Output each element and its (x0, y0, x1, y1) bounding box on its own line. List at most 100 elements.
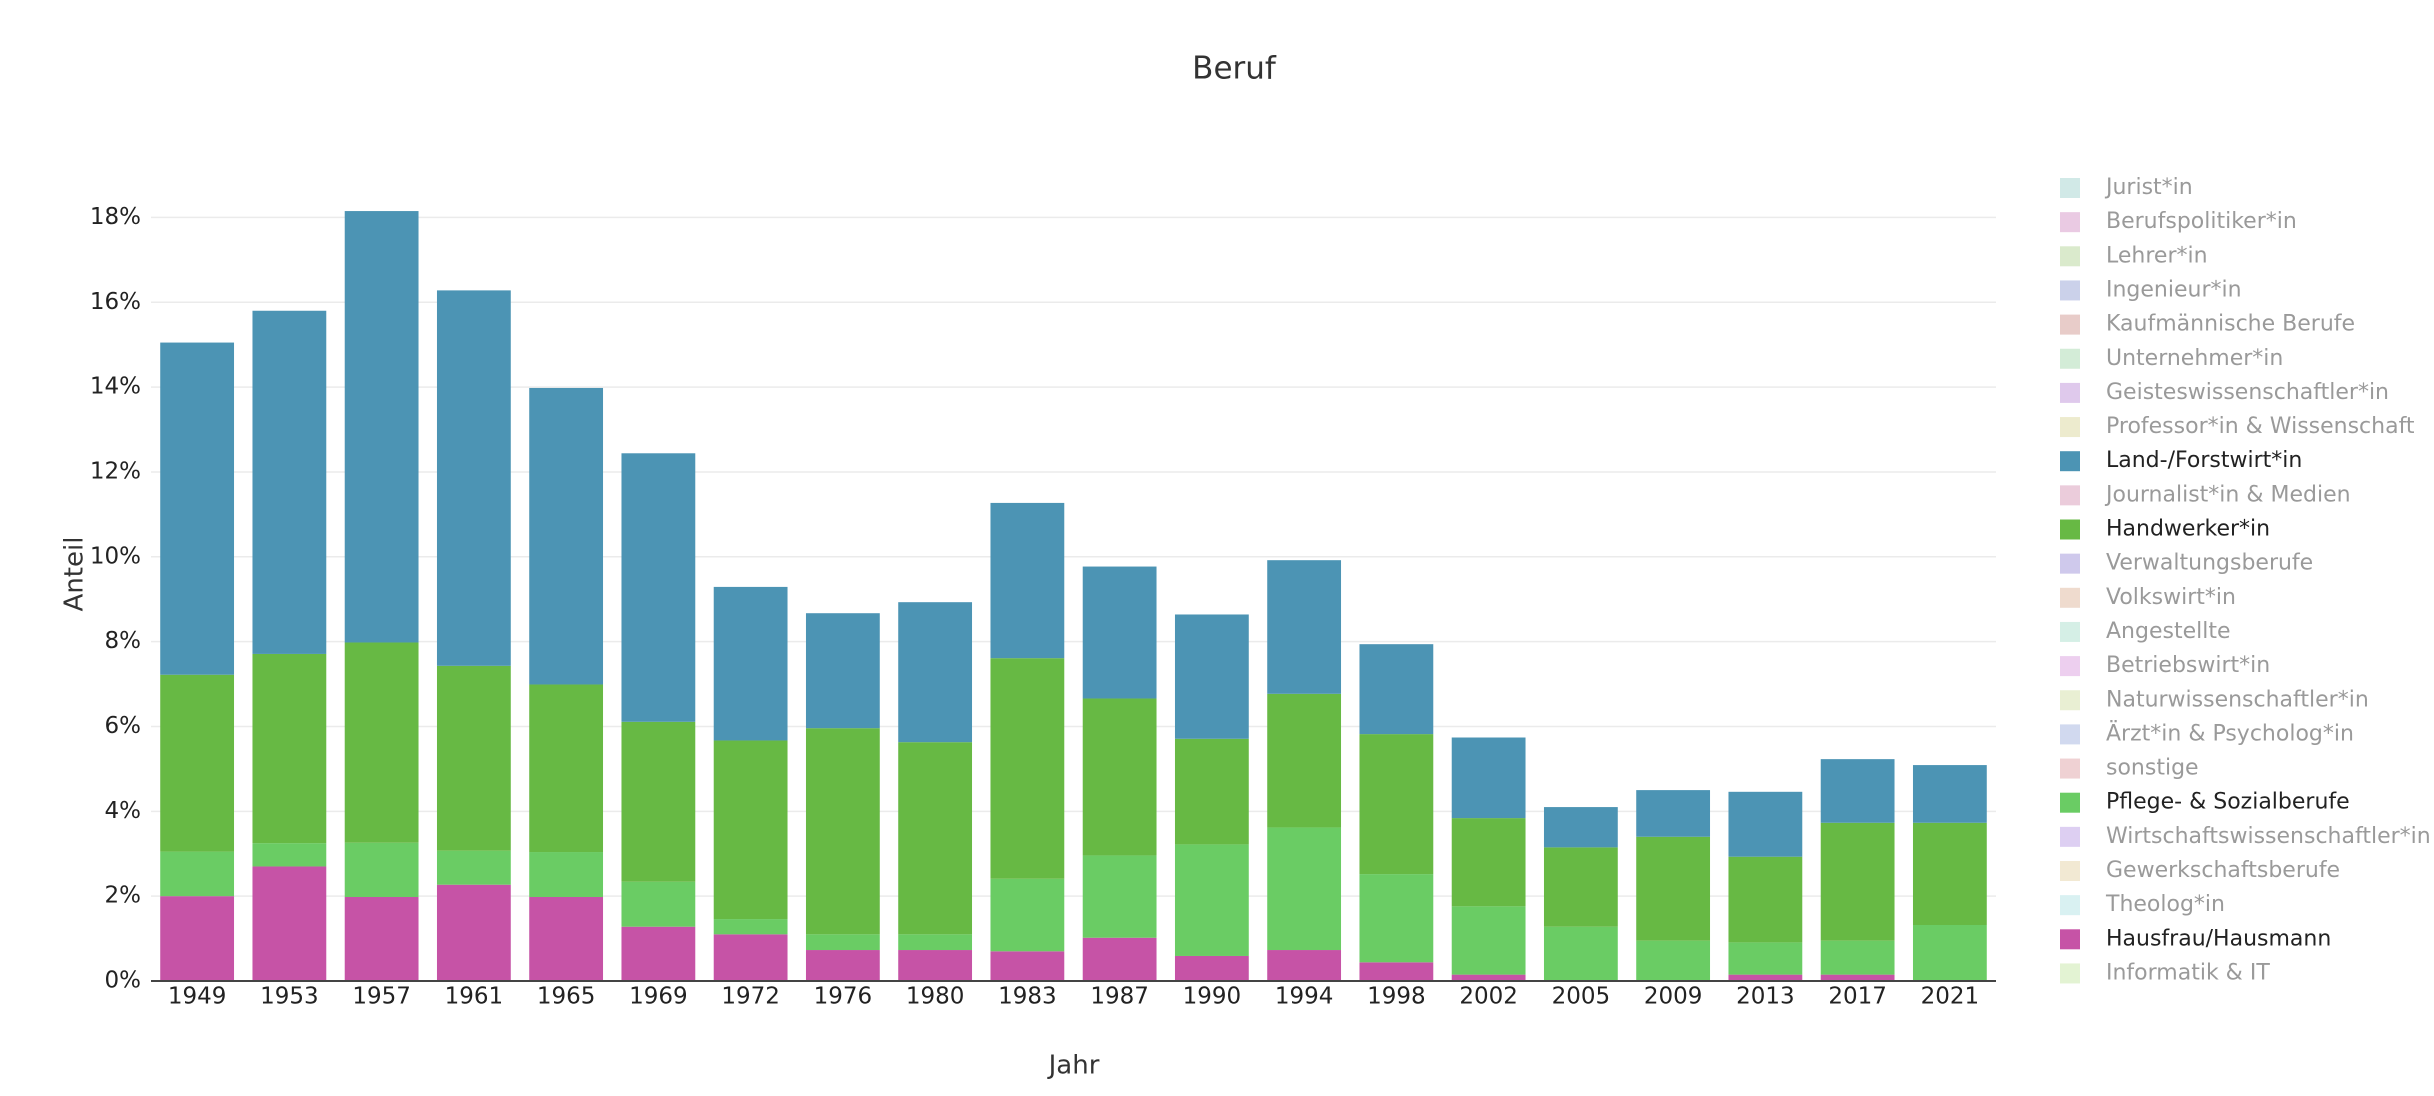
legend-swatch[interactable] (2060, 792, 2080, 813)
bar-segment (252, 310, 327, 654)
x-tick-label: 1965 (537, 984, 596, 1010)
bar-segment (898, 742, 973, 935)
bar-segment (898, 602, 973, 743)
x-tick-label: 2021 (1921, 984, 1980, 1010)
legend-swatch[interactable] (2060, 519, 2080, 540)
legend-swatch[interactable] (2060, 963, 2080, 984)
legend-label[interactable]: Unternehmer*in (2106, 346, 2283, 371)
legend-label[interactable]: Hausfrau/Hausmann (2106, 926, 2331, 951)
legend-label[interactable]: Ingenieur*in (2106, 277, 2242, 302)
bar-segment (805, 934, 880, 951)
x-tick-label: 1994 (1275, 984, 1334, 1010)
x-tick-label: 1983 (998, 984, 1057, 1010)
bar-segment (805, 950, 880, 981)
bar-segment (1174, 955, 1249, 981)
legend-label[interactable]: Professor*in & Wissenschaft (2106, 414, 2415, 439)
bar-segment (1267, 560, 1342, 694)
bar-segment (713, 740, 788, 920)
bar-segment (1820, 759, 1895, 823)
legend-label[interactable]: Angestellte (2106, 619, 2231, 644)
x-tick-label: 1953 (260, 984, 319, 1010)
legend-label[interactable]: sonstige (2106, 756, 2199, 781)
x-tick-label: 1980 (906, 984, 965, 1010)
y-tick-label: 14% (90, 374, 141, 400)
legend-label[interactable]: Verwaltungsberufe (2106, 551, 2313, 576)
bar-segment (1728, 856, 1803, 943)
bar-segment (713, 919, 788, 935)
legend-swatch[interactable] (2060, 348, 2080, 369)
x-tick-label: 2005 (1552, 984, 1611, 1010)
legend-swatch[interactable] (2060, 246, 2080, 267)
x-tick-label: 1990 (1183, 984, 1242, 1010)
y-tick-label: 18% (90, 204, 141, 230)
legend-swatch[interactable] (2060, 621, 2080, 642)
bar-segment (1728, 942, 1803, 975)
legend-swatch[interactable] (2060, 382, 2080, 403)
legend-swatch[interactable] (2060, 861, 2080, 881)
legend-label[interactable]: Berufspolitiker*in (2106, 209, 2297, 234)
legend-swatch[interactable] (2060, 690, 2080, 711)
x-tick-label: 1987 (1090, 984, 1149, 1010)
bar-segment (1359, 874, 1434, 963)
x-tick-label: 1961 (445, 984, 504, 1010)
legend-label[interactable]: Kaufmännische Berufe (2106, 312, 2355, 337)
legend-swatch[interactable] (2060, 758, 2080, 779)
legend-swatch[interactable] (2060, 587, 2080, 608)
bar-segment (713, 934, 788, 981)
legend-label[interactable]: Gewerkschaftsberufe (2106, 858, 2340, 883)
legend-swatch[interactable] (2060, 178, 2080, 198)
y-tick-label: 12% (90, 458, 141, 484)
bar-segment (713, 586, 788, 741)
y-tick-label: 10% (90, 543, 141, 569)
bar-segment (252, 843, 327, 867)
bar-segment (1543, 807, 1618, 848)
bar-segment (1451, 818, 1526, 907)
legend-swatch[interactable] (2060, 212, 2080, 233)
bar-segment (1174, 844, 1249, 956)
bar-segment (1359, 962, 1434, 981)
bar-segment (344, 842, 419, 898)
bar-segment (805, 728, 880, 935)
bar-segment (1267, 950, 1342, 981)
legend-label[interactable]: Land-/Forstwirt*in (2106, 448, 2302, 473)
legend-swatch[interactable] (2060, 451, 2080, 472)
legend-label[interactable]: Geisteswissenschaftler*in (2106, 380, 2389, 405)
legend-swatch[interactable] (2060, 314, 2080, 335)
legend-swatch[interactable] (2060, 929, 2080, 950)
bar-segment (1912, 822, 1987, 926)
legend-label[interactable]: Naturwissenschaftler*in (2106, 687, 2369, 712)
bar-segment (805, 613, 880, 729)
legend-swatch[interactable] (2060, 724, 2080, 745)
bar-segment (990, 878, 1065, 952)
legend-label[interactable]: Volkswirt*in (2106, 585, 2236, 610)
legend-swatch[interactable] (2060, 656, 2080, 677)
legend-label[interactable]: Pflege- & Sozialberufe (2106, 790, 2350, 815)
bar-segment (252, 653, 327, 844)
legend-swatch[interactable] (2060, 280, 2080, 301)
x-tick-label: 1957 (352, 984, 411, 1010)
legend-label[interactable]: Informatik & IT (2106, 960, 2270, 985)
chart-title: Beruf (1192, 51, 1277, 87)
legend-label[interactable]: Theolog*in (2105, 892, 2225, 917)
bar-segment (990, 951, 1065, 981)
legend-label[interactable]: Lehrer*in (2106, 243, 2208, 268)
legend-label[interactable]: Journalist*in & Medien (2104, 482, 2351, 507)
legend-label[interactable]: Ärzt*in & Psycholog*in (2106, 720, 2354, 746)
legend-label[interactable]: Wirtschaftswissenschaftler*in (2106, 824, 2431, 849)
legend-label[interactable]: Betriebswirt*in (2106, 653, 2270, 678)
legend-swatch[interactable] (2060, 417, 2080, 438)
bar-segment (1636, 790, 1711, 837)
legend-swatch[interactable] (2060, 553, 2080, 574)
y-tick-label: 6% (105, 713, 142, 739)
bar-segment (1912, 925, 1987, 981)
legend-swatch[interactable] (2060, 826, 2080, 847)
y-axis-title: Anteil (60, 537, 90, 612)
legend-swatch[interactable] (2060, 895, 2080, 916)
legend-swatch[interactable] (2060, 485, 2080, 506)
bar-segment (160, 342, 235, 675)
legend-label[interactable]: Jurist*in (2104, 175, 2193, 200)
bar-segment (529, 387, 604, 685)
legend-label[interactable]: Handwerker*in (2106, 517, 2270, 542)
bar-segment (1728, 974, 1803, 981)
